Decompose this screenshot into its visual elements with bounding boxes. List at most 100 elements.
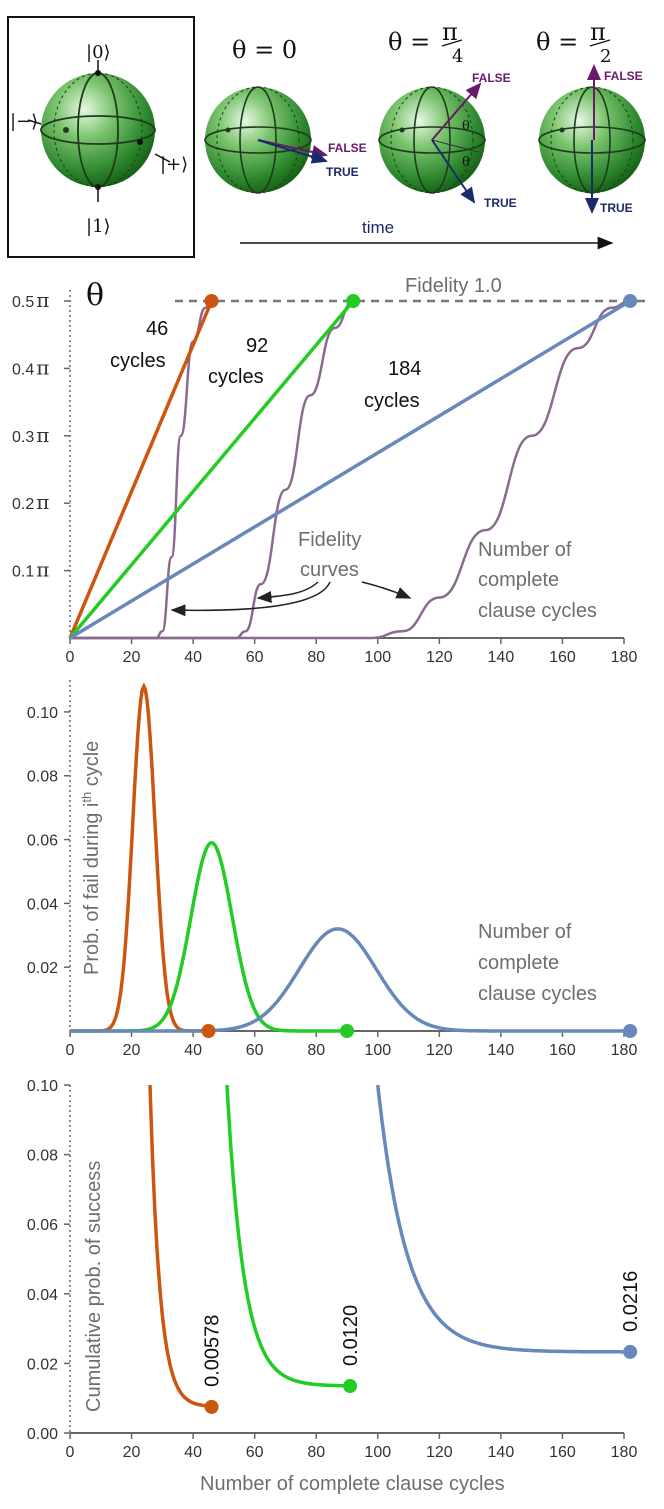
time-label: time xyxy=(362,218,394,237)
title-theta-pi2-num: π xyxy=(590,18,606,46)
sphere-theta-pi2 xyxy=(538,64,646,214)
cumulative-endpoint-184-cycles xyxy=(623,1344,638,1359)
chart2-xtick-80: 80 xyxy=(307,1042,325,1059)
annot-46-num: 46 xyxy=(146,318,168,340)
false-label-theta-pi4: FALSE xyxy=(472,71,511,85)
chart1-xtick-60: 60 xyxy=(246,649,264,666)
theta-endpoint-46-cycles xyxy=(204,294,219,308)
chart3-xtick-80: 80 xyxy=(307,1444,325,1461)
chart2-ytick-0.04: 0.04 xyxy=(27,896,58,913)
sphere-theta-pi4 xyxy=(378,82,486,204)
chart3-xtick-40: 40 xyxy=(184,1444,202,1461)
sphere-theta-0 xyxy=(204,86,328,194)
chart-prob-fail: Prob. of fail during ith cycle 0 20 40 60 80… xyxy=(27,680,638,1059)
chart1-xtick-20: 20 xyxy=(123,649,141,666)
ket-plus-label: |+⟩ xyxy=(160,154,188,175)
fidelity-arrow-3 xyxy=(361,581,412,599)
chart3-xtick-140: 140 xyxy=(488,1444,515,1461)
chart2-xtick-40: 40 xyxy=(184,1042,202,1059)
chart2-ylabel: Prob. of fail during ith cycle xyxy=(79,741,103,975)
chart1-ytick-0.4: 0.4 π xyxy=(12,355,49,379)
theta-line-92-cycles xyxy=(68,299,355,640)
chart2-xtick-20: 20 xyxy=(123,1042,141,1059)
chart3-ytick-0.08: 0.08 xyxy=(27,1148,58,1165)
chart2-ytick-0.10: 0.10 xyxy=(27,705,58,722)
title-theta-pi2-den: 2 xyxy=(600,46,611,67)
fail-curve-92-cycles xyxy=(70,840,347,1033)
chart2-xtick-100: 100 xyxy=(364,1042,391,1059)
bloch-panel: |0⟩ |1⟩ |−⟩ |+⟩ θ = 0 FALSE TRUE θ xyxy=(7,16,646,258)
cumulative-label-46-cycles: 0.00578 xyxy=(202,1315,224,1387)
chart3-xlabel: Number of complete clause cycles xyxy=(200,1473,505,1495)
chart1-ytick-0.5: 0.5 π xyxy=(12,288,49,312)
annot-fidelity-line1: Fidelity xyxy=(298,529,361,551)
chart3-ytick-0.02: 0.02 xyxy=(27,1356,58,1373)
chart2-xtick-160: 160 xyxy=(549,1042,576,1059)
chart2-xtick-0: 0 xyxy=(66,1042,75,1059)
reference-sphere xyxy=(27,60,171,202)
chart1-xtick-0: 0 xyxy=(66,649,75,666)
fidelity-arrow-1 xyxy=(170,581,331,617)
chart-theta: θ 0 20 40 60 80 100 120 140 160 180 0.1 π 0.2 π 0.3 π 0… xyxy=(12,275,650,666)
true-label-theta-0: TRUE xyxy=(326,165,359,179)
annot-number-line1: Number of xyxy=(478,539,572,561)
cumulative-label-184-cycles: 0.0216 xyxy=(620,1271,642,1332)
fail-curve-184-cycles xyxy=(70,927,631,1033)
annot-number-line2: complete xyxy=(478,569,559,591)
chart3-xtick-60: 60 xyxy=(246,1444,264,1461)
annot-92-word: cycles xyxy=(208,366,264,388)
title-theta-pi4-num: π xyxy=(442,18,458,46)
fidelity-curve-3 xyxy=(69,299,631,640)
chart2-annot-line2: complete xyxy=(478,952,559,974)
cumulative-endpoint-92-cycles xyxy=(343,1379,358,1394)
false-label-theta-pi2: FALSE xyxy=(604,69,643,83)
cumulative-curve-92-cycles xyxy=(225,1084,351,1388)
fail-endpoint-184-cycles xyxy=(623,1024,638,1038)
fidelity-one-label: Fidelity 1.0 xyxy=(405,275,502,297)
ket-zero-label: |0⟩ xyxy=(86,42,111,63)
chart2-ytick-0.02: 0.02 xyxy=(27,960,58,977)
false-label-theta-0: FALSE xyxy=(328,141,367,155)
annot-46-word: cycles xyxy=(110,350,166,372)
cumulative-label-92-cycles: 0.0120 xyxy=(340,1305,362,1366)
false-vector-theta-pi4 xyxy=(431,82,482,141)
chart1-theta-symbol: θ xyxy=(86,278,104,313)
chart2-xtick-140: 140 xyxy=(488,1042,515,1059)
title-theta-pi2-lhs: θ = xyxy=(536,28,578,56)
chart2-annot-line3: clause cycles xyxy=(478,983,597,1005)
annot-fidelity-line2: curves xyxy=(300,559,359,581)
chart3-xtick-20: 20 xyxy=(123,1444,141,1461)
ket-one-label: |1⟩ xyxy=(86,216,111,237)
chart2-xtick-120: 120 xyxy=(426,1042,453,1059)
chart3-ytick-0.04: 0.04 xyxy=(27,1287,58,1304)
chart1-xtick-160: 160 xyxy=(549,649,576,666)
chart1-ytick-0.2: 0.2 π xyxy=(12,490,49,514)
chart1-xtick-40: 40 xyxy=(184,649,202,666)
fail-endpoint-46-cycles xyxy=(201,1024,216,1038)
chart3-ytick-0.00: 0.00 xyxy=(27,1426,58,1443)
chart3-ytick-0.06: 0.06 xyxy=(27,1217,58,1234)
chart2-ytick-0.08: 0.08 xyxy=(27,769,58,786)
chart3-ytick-0.10: 0.10 xyxy=(27,1078,58,1095)
theta-angle-upper: θ xyxy=(462,119,470,134)
chart1-xtick-80: 80 xyxy=(307,649,325,666)
chart2-annot-line1: Number of xyxy=(478,921,572,943)
chart2-xtick-180: 180 xyxy=(611,1042,638,1059)
chart3-ylabel: Cumulative prob. of success xyxy=(83,1161,105,1412)
chart2-ytick-0.06: 0.06 xyxy=(27,833,58,850)
chart3-xtick-0: 0 xyxy=(66,1444,75,1461)
true-label-theta-pi2: TRUE xyxy=(600,201,633,215)
annot-number-line3: clause cycles xyxy=(478,600,597,622)
bloch-reference-frame xyxy=(7,16,195,258)
chart3-xtick-160: 160 xyxy=(549,1444,576,1461)
chart2-xtick-60: 60 xyxy=(246,1042,264,1059)
theta-angle-lower: θ xyxy=(462,155,470,170)
chart-cumulative: Cumulative prob. of success Number of co… xyxy=(27,1078,642,1495)
chart1-xtick-100: 100 xyxy=(364,649,391,666)
theta-line-46-cycles xyxy=(68,300,214,639)
true-label-theta-pi4: TRUE xyxy=(484,196,517,210)
cumulative-endpoint-46-cycles xyxy=(204,1399,219,1414)
chart1-xtick-180: 180 xyxy=(611,649,638,666)
annot-184-num: 184 xyxy=(388,358,421,380)
